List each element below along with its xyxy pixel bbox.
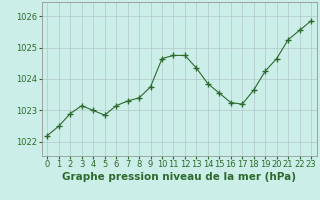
X-axis label: Graphe pression niveau de la mer (hPa): Graphe pression niveau de la mer (hPa) <box>62 172 296 182</box>
